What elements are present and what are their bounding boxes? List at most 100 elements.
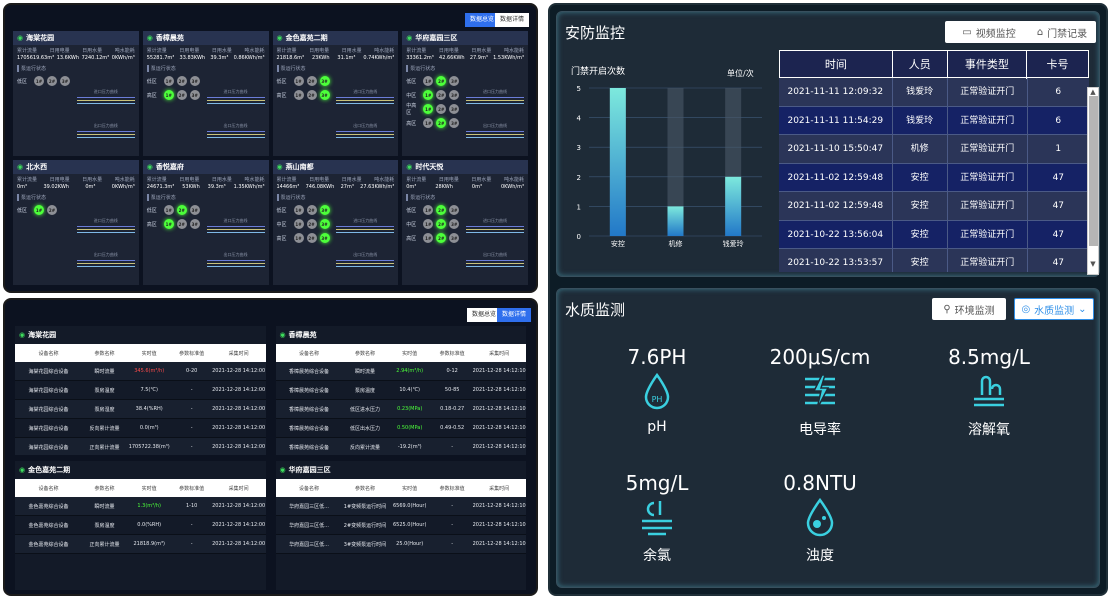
pump-indicator[interactable]: 1# <box>423 118 434 128</box>
pump-indicator[interactable]: 1# <box>163 90 174 100</box>
scroll-up-icon[interactable]: ▲ <box>1090 88 1096 96</box>
ph-drop-icon: PH <box>587 369 727 415</box>
pump-indicator[interactable]: 3# <box>449 90 460 100</box>
water-quality-dropdown[interactable]: ◎ 水质监测 ⌄ <box>1014 298 1094 320</box>
bar[interactable] <box>725 176 742 236</box>
table-row[interactable]: 香樟晨苑综合设备 反向累计流量 -19.2(m³) -2021-12-28 14:12… <box>275 438 526 455</box>
event-row[interactable]: 2021-11-11 11:54:29 钱爱玲 正常验证开门 6 <box>779 106 1089 135</box>
pump-indicator[interactable]: 1# <box>293 233 304 243</box>
table-row[interactable]: 香樟晨苑综合设备 泵房温度 10.4(℃) 50-85 2021-12-28 14:12… <box>275 381 526 400</box>
pump-indicator[interactable]: 2# <box>436 104 447 114</box>
pump-indicator[interactable]: 3# <box>449 104 460 114</box>
pump-indicator[interactable]: 2# <box>306 219 317 229</box>
pump-indicator[interactable]: 2# <box>176 76 187 86</box>
station-card[interactable]: ◉ 北水西 累计流量 日用电量 日用水量 吨水能耗 0m³ 39.02KWh 0m³… <box>13 160 139 285</box>
pump-indicator[interactable]: 2# <box>436 219 447 229</box>
pump-indicator[interactable]: 3# <box>449 76 460 86</box>
pump-indicator[interactable]: 3# <box>60 76 70 86</box>
pump-indicator[interactable]: 3# <box>449 205 460 215</box>
pump-indicator[interactable]: 3# <box>189 219 200 229</box>
table-row[interactable]: 香樟晨苑综合设备 瞬时流量 2.94(m³/h) 0-12 2021-12-28 14:… <box>275 362 526 381</box>
pump-indicator[interactable]: 1# <box>34 76 44 86</box>
pump-indicator[interactable]: 3# <box>319 233 330 243</box>
pump-indicator[interactable]: 2# <box>306 76 317 86</box>
table-row[interactable]: 香樟晨苑综合设备 低区出水压力 0.50(MPa) 0.49-0.52 2021-12-… <box>275 419 526 438</box>
table-row[interactable]: 华府嘉园三区低... 1#变频泵运行时间 6569.0(Hour) -2021-12-… <box>275 497 526 516</box>
pump-indicator[interactable]: 3# <box>449 118 460 128</box>
station-card[interactable]: ◉ 燕山南都 累计流量 日用电量 日用水量 吨水能耗 14466m³ 746.08… <box>272 160 399 285</box>
bar[interactable] <box>667 206 684 236</box>
table-row[interactable]: 华府嘉园三区低... 3#变频泵运行时间 25.0(Hour) -2021-12-28… <box>275 535 526 554</box>
pump-indicator[interactable]: 2# <box>176 90 187 100</box>
pump-indicator[interactable]: 1# <box>163 205 174 215</box>
pump-indicator[interactable]: 2# <box>436 90 447 100</box>
table-row[interactable]: 海棠花园综合设备 泵房湿度 38.4(%RH) -2021-12-28 14:12:0… <box>15 400 266 419</box>
station-card[interactable]: ◉ 香樟晨苑 累计流量 日用电量 日用水量 吨水能耗 55281.7m³ 33.8… <box>142 31 269 156</box>
table-row[interactable]: 海棠花园综合设备 正向累计流量 1705722.38(m³) -2021-12-28 … <box>15 438 266 455</box>
pump-indicator[interactable]: 2# <box>47 205 57 215</box>
env-monitor-button[interactable]: ⚲ 环境监测 <box>932 298 1006 320</box>
pump-indicator[interactable]: 2# <box>436 205 447 215</box>
tab-overview[interactable]: 数据总览 <box>465 13 500 27</box>
pump-indicator[interactable]: 1# <box>163 76 174 86</box>
pump-indicator[interactable]: 2# <box>176 205 187 215</box>
pump-indicator[interactable]: 3# <box>319 219 330 229</box>
station-card[interactable]: ◉ 金色嘉苑二期 累计流量 日用电量 日用水量 吨水能耗 21818.6m³ 23… <box>272 31 399 156</box>
table-row[interactable]: 金色嘉苑综合设备 泵房温度 0.0(%RH) -2021-12-28 14:12:00 <box>15 516 266 535</box>
pump-indicator[interactable]: 3# <box>189 205 200 215</box>
pump-indicator[interactable]: 2# <box>47 76 57 86</box>
pump-indicator[interactable]: 2# <box>436 118 447 128</box>
bar[interactable] <box>609 88 626 236</box>
station-card[interactable]: ◉ 华府嘉园三区 累计流量 日用电量 日用水量 吨水能耗 33361.2m³ 42… <box>402 31 528 156</box>
event-row[interactable]: 2021-10-22 13:56:04 安控 正常验证开门 47 <box>779 220 1089 249</box>
video-monitor-button[interactable]: ▭ 视频监控 <box>945 21 1033 43</box>
table-row[interactable]: 海棠花园综合设备 泵房温度 7.5(℃) -2021-12-28 14:12:00 <box>15 381 266 400</box>
event-row[interactable]: 2021-11-11 12:09:32 钱爱玲 正常验证开门 6 <box>779 78 1089 107</box>
table-row[interactable]: 海棠花园综合设备 瞬时流量 345.6(m³/h) 0-20 2021-12-28 14… <box>15 362 266 381</box>
station-card[interactable]: ◉ 香悦嘉府 累计流量 日用电量 日用水量 吨水能耗 24671.3m³ 53KW… <box>142 160 269 285</box>
pump-indicator[interactable]: 1# <box>423 219 434 229</box>
pump-indicator[interactable]: 2# <box>306 90 317 100</box>
table-row[interactable]: 华府嘉园三区低... 2#变频泵运行时间 6525.0(Hour) -2021-12-… <box>275 516 526 535</box>
pump-indicator[interactable]: 1# <box>293 90 304 100</box>
event-row[interactable]: 2021-11-10 15:50:47 机修 正常验证开门 1 <box>779 135 1089 164</box>
pump-indicator[interactable]: 1# <box>293 76 304 86</box>
event-row[interactable]: 2021-10-22 13:53:57 安控 正常验证开门 47 <box>779 249 1089 272</box>
pump-indicator[interactable]: 1# <box>34 205 44 215</box>
pump-indicator[interactable]: 1# <box>423 76 434 86</box>
scrollbar-thumb[interactable] <box>1088 96 1098 246</box>
event-row[interactable]: 2021-11-02 12:59:48 安控 正常验证开门 47 <box>779 192 1089 221</box>
pump-indicator[interactable]: 1# <box>423 90 434 100</box>
pump-indicator[interactable]: 2# <box>436 76 447 86</box>
table-row[interactable]: 香樟晨苑综合设备 低区进水压力 0.23(MPa) 0.18-0.27 2021-12-… <box>275 400 526 419</box>
door-record-button[interactable]: ⌂ 门禁记录 <box>1028 21 1096 43</box>
station-card[interactable]: ◉ 海棠花园 累计流量 日用电量 日用水量 吨水能耗 1705619.63m³ 1… <box>13 31 139 156</box>
pump-indicator[interactable]: 2# <box>176 219 187 229</box>
pump-indicator[interactable]: 2# <box>306 205 317 215</box>
pump-indicator[interactable]: 1# <box>293 219 304 229</box>
pump-indicator[interactable]: 1# <box>423 233 434 243</box>
pump-indicator[interactable]: 1# <box>293 205 304 215</box>
table-row[interactable]: 金色嘉苑综合设备 瞬时流量 1.3(m³/h) 1-10 2021-12-28 14:1… <box>15 497 266 516</box>
table-row[interactable]: 金色嘉苑综合设备 正向累计流量 21818.9(m³) -2021-12-28 14:… <box>15 535 266 554</box>
pump-indicator[interactable]: 3# <box>319 76 330 86</box>
pump-indicator[interactable]: 3# <box>449 233 460 243</box>
pump-indicator[interactable]: 2# <box>306 233 317 243</box>
tab-detail[interactable]: 数据详情 <box>497 308 532 322</box>
station-card[interactable]: ◉ 时代天悦 累计流量 日用电量 日用水量 吨水能耗 0m³ 28KWh 0m³ 0K… <box>402 160 528 285</box>
pump-indicator[interactable]: 1# <box>163 219 174 229</box>
pump-indicator[interactable]: 3# <box>189 90 200 100</box>
pump-indicator[interactable]: 3# <box>319 90 330 100</box>
pump-indicator[interactable]: 1# <box>423 104 434 114</box>
pump-indicator[interactable]: 1# <box>423 205 434 215</box>
event-row[interactable]: 2021-11-02 12:59:48 安控 正常验证开门 47 <box>779 163 1089 192</box>
pump-indicator[interactable]: 2# <box>436 233 447 243</box>
table-row[interactable]: 海棠花园综合设备 反向累计流量 0.0(m³) -2021-12-28 14:12:0… <box>15 419 266 438</box>
pump-indicator[interactable]: 3# <box>189 76 200 86</box>
scroll-down-icon[interactable]: ▼ <box>1090 260 1096 268</box>
tab-overview[interactable]: 数据总览 <box>467 308 502 322</box>
tab-detail[interactable]: 数据详情 <box>495 13 530 27</box>
table-scrollbar[interactable]: ▲ ▼ <box>1087 87 1099 275</box>
pump-indicator[interactable]: 3# <box>449 219 460 229</box>
pump-indicator[interactable]: 3# <box>319 205 330 215</box>
